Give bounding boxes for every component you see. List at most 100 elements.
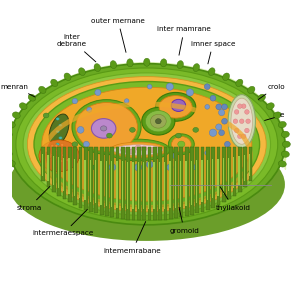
Ellipse shape (56, 143, 59, 146)
Ellipse shape (58, 148, 61, 151)
Ellipse shape (83, 141, 89, 147)
Ellipse shape (7, 122, 15, 128)
Bar (227, 147, 231, 199)
Ellipse shape (23, 73, 271, 216)
Ellipse shape (72, 142, 78, 147)
Bar (179, 147, 183, 217)
Ellipse shape (204, 84, 210, 90)
Bar (223, 158, 224, 194)
Ellipse shape (278, 122, 286, 128)
Bar (248, 147, 252, 182)
Bar (132, 147, 135, 220)
Bar (84, 147, 88, 210)
Bar (222, 147, 226, 202)
Ellipse shape (238, 104, 242, 109)
Bar (191, 161, 192, 205)
Ellipse shape (168, 134, 194, 154)
Ellipse shape (59, 124, 62, 127)
Ellipse shape (61, 143, 64, 146)
Bar (185, 161, 187, 206)
Ellipse shape (54, 155, 56, 158)
Bar (111, 161, 112, 207)
Text: inter
debrane: inter debrane (57, 34, 96, 62)
Text: intermeraespace: intermeraespace (33, 209, 94, 236)
Bar (68, 158, 70, 197)
Bar (222, 147, 226, 202)
Ellipse shape (124, 99, 129, 103)
Bar (89, 147, 93, 212)
Bar (47, 147, 50, 187)
Bar (232, 147, 236, 196)
Bar (143, 162, 144, 213)
Ellipse shape (63, 158, 65, 160)
Ellipse shape (172, 136, 191, 152)
Bar (211, 147, 215, 208)
Bar (201, 160, 203, 205)
Bar (132, 162, 134, 209)
Bar (122, 161, 123, 212)
Bar (100, 161, 102, 205)
Ellipse shape (218, 110, 225, 116)
Bar (143, 162, 144, 209)
Bar (116, 161, 118, 208)
Bar (243, 147, 247, 187)
Ellipse shape (160, 59, 167, 67)
Bar (185, 147, 188, 216)
Bar (84, 160, 86, 203)
Bar (95, 160, 97, 207)
Bar (42, 154, 44, 178)
Ellipse shape (121, 147, 127, 153)
Ellipse shape (149, 147, 156, 153)
Bar (148, 162, 150, 213)
Ellipse shape (219, 130, 224, 136)
Ellipse shape (130, 128, 135, 132)
Bar (164, 162, 166, 212)
Ellipse shape (92, 118, 116, 138)
Ellipse shape (7, 160, 15, 167)
Ellipse shape (273, 112, 281, 119)
Bar (180, 161, 182, 210)
Ellipse shape (94, 64, 101, 71)
Ellipse shape (59, 136, 62, 139)
Ellipse shape (146, 161, 153, 168)
Text: stroma: stroma (16, 187, 50, 211)
Bar (148, 147, 151, 220)
Ellipse shape (228, 94, 255, 148)
Ellipse shape (216, 124, 222, 130)
Ellipse shape (4, 151, 12, 157)
Bar (233, 157, 235, 191)
Bar (106, 161, 107, 209)
Ellipse shape (20, 103, 27, 110)
Bar (132, 147, 135, 220)
Bar (217, 159, 219, 199)
Bar (68, 158, 70, 194)
Bar (244, 155, 245, 181)
Ellipse shape (54, 165, 57, 168)
Ellipse shape (208, 68, 215, 76)
Bar (238, 147, 242, 192)
Ellipse shape (34, 82, 260, 207)
Bar (84, 147, 88, 210)
Ellipse shape (66, 159, 69, 162)
Ellipse shape (9, 128, 285, 241)
Bar (94, 147, 98, 213)
Bar (142, 147, 146, 220)
Ellipse shape (209, 129, 217, 136)
Ellipse shape (100, 126, 107, 131)
Ellipse shape (177, 61, 183, 69)
Bar (137, 147, 141, 220)
Bar (206, 147, 210, 210)
Bar (227, 147, 231, 199)
Bar (249, 154, 250, 178)
Bar (190, 147, 194, 215)
Bar (207, 160, 208, 203)
Bar (41, 147, 45, 182)
Ellipse shape (246, 119, 250, 124)
Bar (244, 155, 245, 183)
Ellipse shape (231, 98, 253, 144)
Bar (116, 147, 119, 218)
Ellipse shape (28, 94, 36, 101)
Bar (228, 158, 229, 194)
Ellipse shape (16, 68, 278, 220)
Ellipse shape (176, 133, 181, 138)
